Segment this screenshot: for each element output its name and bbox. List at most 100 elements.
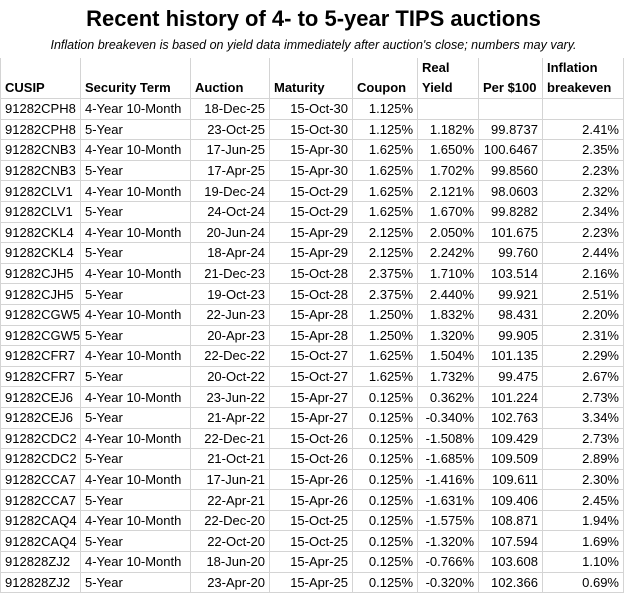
cell-coupon: 0.125% [352, 448, 418, 470]
table-row: 91282CKL4 4-Year 10-Month 20-Jun-24 15-Apr-… [0, 222, 624, 244]
cell-security-term: 5-Year [80, 572, 191, 593]
cell-real-yield: -1.508% [417, 428, 479, 450]
cell-auction: 17-Apr-25 [190, 160, 270, 182]
cell-real-yield: -0.766% [417, 551, 479, 573]
cell-auction: 24-Oct-24 [190, 201, 270, 223]
cell-real-yield: 2.121% [417, 180, 479, 202]
cell-auction: 19-Dec-24 [190, 180, 270, 202]
cell-inflation-breakeven: 2.16% [542, 263, 624, 285]
table-row: 91282CLV1 5-Year 24-Oct-24 15-Oct-29 1.625% 1… [0, 201, 624, 223]
cell-inflation-breakeven: 1.69% [542, 530, 624, 553]
table-row: 91282CAQ4 4-Year 10-Month 22-Dec-20 15-Oct-… [0, 510, 624, 532]
table-row: 91282CFR7 5-Year 20-Oct-22 15-Oct-27 1.625% 1… [0, 366, 624, 388]
table-row: 91282CCA7 5-Year 22-Apr-21 15-Apr-26 0.125% -… [0, 489, 624, 511]
cell-inflation-breakeven: 2.23% [542, 160, 624, 182]
cell-maturity: 15-Apr-26 [269, 469, 353, 491]
cell-security-term: 5-Year [80, 530, 191, 553]
cell-maturity: 15-Apr-27 [269, 386, 353, 408]
cell-coupon: 0.125% [352, 386, 418, 408]
cell-maturity: 15-Oct-25 [269, 510, 353, 532]
cell-cusip: 91282CPH8 [0, 98, 81, 120]
header-maturity: Maturity [269, 58, 353, 99]
cell-cusip: 91282CLV1 [0, 201, 81, 223]
cell-security-term: 5-Year [80, 366, 191, 388]
header-real-yield: Real Yield [417, 58, 479, 99]
cell-coupon: 2.375% [352, 283, 418, 305]
cell-real-yield [417, 98, 479, 120]
cell-inflation-breakeven: 2.23% [542, 222, 624, 244]
cell-security-term: 4-Year 10-Month [80, 469, 191, 491]
cell-real-yield: -0.340% [417, 407, 479, 429]
cell-price: 101.675 [478, 222, 543, 244]
cell-inflation-breakeven: 2.44% [542, 242, 624, 264]
cell-auction: 22-Dec-20 [190, 510, 270, 532]
cell-security-term: 5-Year [80, 160, 191, 182]
cell-real-yield: 1.732% [417, 366, 479, 388]
cell-price: 99.905 [478, 325, 543, 347]
cell-coupon: 2.125% [352, 242, 418, 264]
table-row: 91282CLV1 4-Year 10-Month 19-Dec-24 15-Oct-… [0, 180, 624, 202]
cell-auction: 21-Apr-22 [190, 407, 270, 429]
cell-real-yield: -1.631% [417, 489, 479, 511]
cell-cusip: 912828ZJ2 [0, 551, 81, 573]
cell-cusip: 91282CCA7 [0, 489, 81, 511]
cell-inflation-breakeven: 2.41% [542, 119, 624, 141]
cell-security-term: 5-Year [80, 283, 191, 305]
cell-maturity: 15-Oct-29 [269, 201, 353, 223]
cell-maturity: 15-Apr-30 [269, 160, 353, 182]
cell-cusip: 91282CDC2 [0, 428, 81, 450]
cell-cusip: 91282CAQ4 [0, 510, 81, 532]
cell-maturity: 15-Apr-29 [269, 222, 353, 244]
cell-cusip: 91282CPH8 [0, 119, 81, 141]
cell-auction: 17-Jun-21 [190, 469, 270, 491]
cell-maturity: 15-Oct-26 [269, 428, 353, 450]
cell-real-yield: -1.416% [417, 469, 479, 491]
cell-coupon: 1.625% [352, 180, 418, 202]
table-row: 91282CKL4 5-Year 18-Apr-24 15-Apr-29 2.125% 2… [0, 242, 624, 264]
cell-real-yield: 2.050% [417, 222, 479, 244]
cell-price: 98.431 [478, 304, 543, 326]
cell-price [478, 98, 543, 120]
cell-auction: 22-Dec-22 [190, 345, 270, 367]
cell-maturity: 15-Apr-25 [269, 572, 353, 593]
cell-cusip: 91282CEJ6 [0, 386, 81, 408]
cell-price: 100.6467 [478, 139, 543, 161]
cell-price: 99.760 [478, 242, 543, 264]
cell-real-yield: -0.320% [417, 572, 479, 593]
cell-auction: 18-Apr-24 [190, 242, 270, 264]
cell-price: 109.509 [478, 448, 543, 470]
cell-real-yield: 1.320% [417, 325, 479, 347]
cell-price: 99.8560 [478, 160, 543, 182]
cell-real-yield: 1.670% [417, 201, 479, 223]
cell-coupon: 0.125% [352, 530, 418, 553]
cell-cusip: 91282CJH5 [0, 263, 81, 285]
cell-auction: 23-Apr-20 [190, 572, 270, 593]
cell-coupon: 0.125% [352, 510, 418, 532]
cell-coupon: 1.625% [352, 201, 418, 223]
cell-maturity: 15-Apr-26 [269, 489, 353, 511]
table-row: 91282CDC2 4-Year 10-Month 22-Dec-21 15-Oct-… [0, 428, 624, 450]
cell-auction: 21-Dec-23 [190, 263, 270, 285]
cell-auction: 22-Jun-23 [190, 304, 270, 326]
cell-maturity: 15-Oct-30 [269, 119, 353, 141]
cell-price: 109.406 [478, 489, 543, 511]
cell-inflation-breakeven: 2.20% [542, 304, 624, 326]
cell-coupon: 0.125% [352, 489, 418, 511]
cell-real-yield: 1.832% [417, 304, 479, 326]
header-auction: Auction [190, 58, 270, 99]
cell-price: 103.514 [478, 263, 543, 285]
cell-security-term: 4-Year 10-Month [80, 345, 191, 367]
cell-cusip: 91282CKL4 [0, 242, 81, 264]
cell-real-yield: -1.575% [417, 510, 479, 532]
cell-coupon: 0.125% [352, 551, 418, 573]
cell-real-yield: 2.242% [417, 242, 479, 264]
cell-maturity: 15-Apr-27 [269, 407, 353, 429]
cell-cusip: 91282CFR7 [0, 366, 81, 388]
cell-real-yield: 1.702% [417, 160, 479, 182]
cell-maturity: 15-Oct-28 [269, 263, 353, 285]
cell-inflation-breakeven: 2.51% [542, 283, 624, 305]
cell-coupon: 1.625% [352, 345, 418, 367]
cell-coupon: 1.250% [352, 325, 418, 347]
cell-auction: 18-Dec-25 [190, 98, 270, 120]
cell-security-term: 4-Year 10-Month [80, 98, 191, 120]
